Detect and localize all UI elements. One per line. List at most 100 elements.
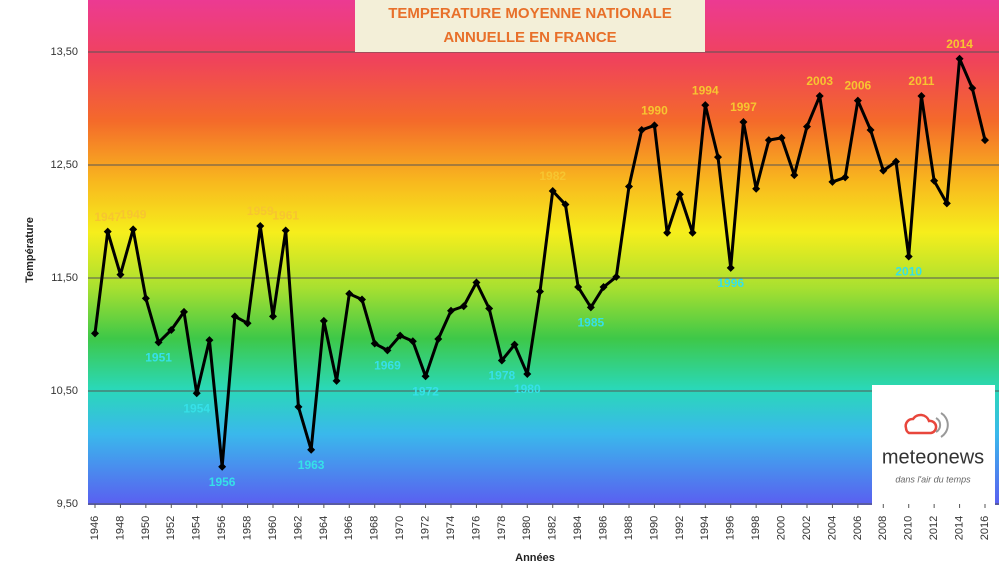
warm-year-label: 1982 — [539, 169, 566, 183]
data-point — [612, 272, 621, 281]
data-point — [853, 96, 862, 105]
data-point — [230, 312, 239, 321]
data-point — [803, 122, 811, 131]
logo-box — [872, 385, 995, 505]
warm-year-label: 1961 — [272, 209, 299, 223]
logo: meteonews dans l'air du temps — [872, 385, 995, 505]
x-tick-label: 1998 — [750, 516, 762, 540]
data-point — [701, 101, 710, 110]
data-point — [866, 125, 875, 134]
data-point — [154, 338, 163, 347]
data-point — [942, 199, 951, 208]
x-tick-label: 1974 — [445, 516, 457, 540]
x-tick-label: 2010 — [903, 516, 915, 540]
y-tick-label: 11,50 — [51, 272, 78, 284]
x-tick-label: 2016 — [979, 516, 991, 540]
data-point — [91, 329, 99, 338]
data-point — [764, 136, 773, 145]
data-point — [777, 133, 786, 142]
data-point — [408, 337, 417, 346]
data-point — [103, 227, 112, 236]
cold-year-label: 2010 — [895, 265, 922, 279]
data-point — [981, 136, 989, 145]
chart-title: ANNUELLE EN FRANCE — [443, 29, 616, 46]
x-tick-label: 1958 — [241, 516, 253, 540]
data-point — [497, 356, 506, 365]
data-point — [841, 173, 850, 182]
cold-year-label: 1980 — [514, 382, 541, 396]
data-point — [599, 283, 608, 292]
data-point — [688, 228, 697, 237]
data-point — [332, 376, 341, 385]
data-point — [955, 54, 964, 63]
x-tick-label: 1952 — [165, 516, 177, 540]
data-point — [243, 319, 252, 328]
y-tick-label: 10,50 — [50, 385, 78, 397]
x-tick-label: 1964 — [318, 516, 330, 540]
cold-year-label: 1969 — [374, 358, 401, 372]
x-tick-label: 2004 — [826, 516, 838, 540]
x-tick-label: 1968 — [369, 516, 381, 540]
y-axis-label: Température — [24, 217, 36, 283]
data-point — [663, 228, 672, 237]
x-tick-label: 1982 — [547, 516, 559, 540]
x-tick-label: 1946 — [89, 516, 101, 540]
data-point — [218, 462, 227, 471]
data-point — [930, 176, 939, 185]
cold-year-label: 1963 — [298, 458, 325, 472]
warm-year-label: 1947 — [94, 210, 121, 224]
x-tick-label: 1948 — [114, 516, 126, 540]
x-tick-label: 1960 — [267, 516, 279, 540]
x-tick-label: 1994 — [699, 516, 711, 540]
data-point — [256, 222, 265, 231]
warm-year-label: 2014 — [946, 37, 973, 51]
data-point — [358, 295, 366, 304]
chart-title: TEMPERATURE MOYENNE NATIONALE — [388, 5, 672, 22]
x-tick-label: 2006 — [852, 516, 864, 540]
data-point — [790, 171, 799, 180]
data-point — [586, 303, 595, 312]
logo-name: meteonews — [882, 446, 984, 468]
warm-year-label: 1959 — [247, 204, 274, 218]
data-point — [383, 346, 392, 355]
x-tick-label: 1966 — [343, 516, 355, 540]
x-tick-label: 2008 — [877, 516, 889, 540]
title-box — [355, 0, 705, 52]
data-point — [879, 166, 888, 175]
data-point — [472, 278, 481, 287]
x-tick-label: 1986 — [597, 516, 609, 540]
cold-year-label: 1972 — [412, 384, 439, 398]
x-tick-label: 1950 — [140, 516, 152, 540]
x-tick-label: 1996 — [725, 516, 737, 540]
data-point — [815, 92, 824, 101]
data-point — [485, 304, 494, 313]
cold-year-label: 1956 — [209, 475, 236, 489]
cold-year-label: 1978 — [489, 369, 516, 383]
x-tick-label: 1980 — [521, 516, 533, 540]
data-point — [129, 225, 138, 234]
data-point — [180, 307, 188, 316]
x-tick-label: 1970 — [394, 516, 406, 540]
data-point — [307, 445, 316, 454]
x-tick-label: 2000 — [775, 516, 787, 540]
data-point — [205, 336, 214, 345]
x-tick-label: 1976 — [470, 516, 482, 540]
data-point — [714, 153, 722, 162]
x-tick-label: 1978 — [496, 516, 508, 540]
data-point — [536, 287, 544, 296]
x-tick-label: 2012 — [928, 516, 940, 540]
cold-year-label: 1954 — [183, 401, 210, 415]
x-tick-label: 1992 — [674, 516, 686, 540]
x-tick-label: 1972 — [419, 516, 431, 540]
data-point — [904, 252, 913, 261]
data-point — [281, 226, 290, 235]
data-point — [294, 402, 303, 411]
logo-tagline: dans l'air du temps — [895, 474, 971, 484]
data-point — [510, 340, 519, 349]
data-point — [370, 339, 379, 348]
data-point — [574, 283, 583, 292]
data-point — [396, 331, 405, 340]
data-point — [167, 325, 176, 334]
x-axis-label: Années — [515, 552, 555, 562]
